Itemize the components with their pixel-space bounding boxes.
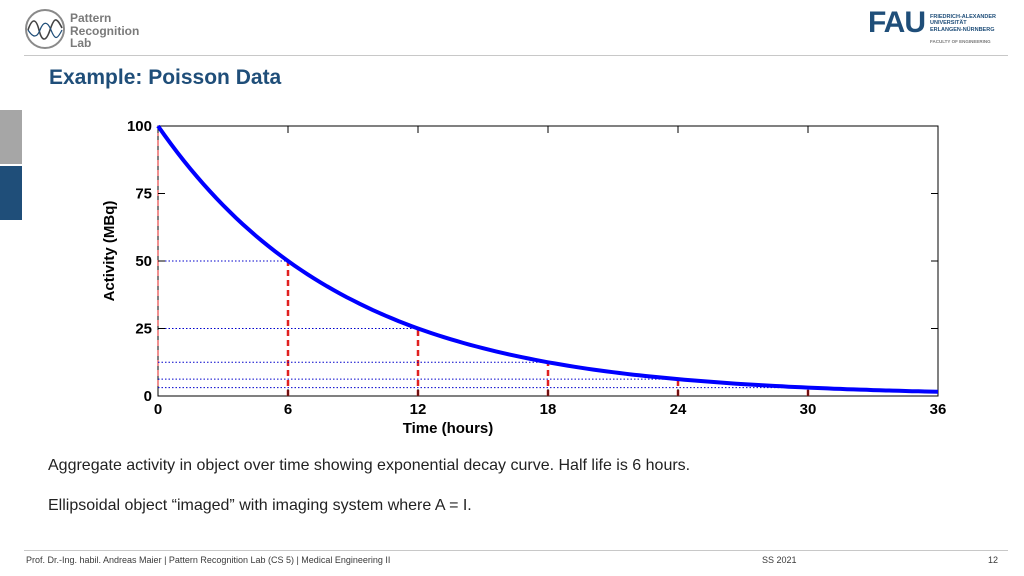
x-axis-label: Time (hours) [403, 420, 494, 437]
x-tick-label: 24 [670, 401, 687, 418]
footer-author: Prof. Dr.-Ing. habil. Andreas Maier | Pa… [26, 555, 391, 565]
fau-university-name: FRIEDRICH-ALEXANDER UNIVERSITÄT ERLANGEN… [930, 14, 1010, 33]
x-tick-label: 36 [930, 401, 947, 418]
lab-name: Pattern Recognition Lab [70, 12, 139, 50]
y-axis-label: Activity (MBq) [101, 201, 118, 302]
decay-curve [156, 124, 939, 394]
section-tab-inactive[interactable] [0, 110, 22, 164]
x-tick-label: 6 [284, 401, 292, 418]
bullet-text-2: Ellipsoidal object “imaged” with imaging… [48, 497, 472, 514]
y-tick-label: 75 [135, 186, 152, 203]
pattern-recognition-lab-logo-icon [25, 9, 65, 49]
fau-line3: ERLANGEN-NÜRNBERG [930, 26, 995, 33]
pattern-recognition-lab-logo: Pattern Recognition Lab [24, 8, 154, 52]
y-tick-label: 0 [144, 388, 152, 405]
lab-name-line2: Recognition [70, 23, 140, 38]
y-tick-label: 100 [127, 118, 152, 135]
section-tab-active[interactable] [0, 166, 22, 220]
footer-page-number: 12 [988, 555, 999, 565]
lab-name-line1: Pattern [70, 11, 112, 25]
x-tick-label: 30 [800, 401, 817, 418]
x-tick-label: 18 [540, 401, 557, 418]
slide-title: Example: Poisson Data [49, 66, 282, 89]
fau-logo: FAU FRIEDRICH-ALEXANDER UNIVERSITÄT ERLA… [868, 8, 1008, 48]
x-tick-label: 12 [410, 401, 427, 418]
y-tick-label: 25 [135, 321, 152, 338]
lab-name-line3: Lab [70, 36, 92, 50]
fau-mark: FAU [868, 6, 926, 39]
decay-chart: 0 6 12 18 24 30 36 0 25 50 75 100 Time (hours) Activi… [101, 118, 947, 437]
fau-line1: FRIEDRICH-ALEXANDER [930, 14, 996, 20]
y-tick-label: 50 [135, 253, 152, 270]
x-tick-label: 0 [154, 401, 162, 418]
footer-semester: SS 2021 [762, 555, 797, 565]
fau-faculty: FACULTY OF ENGINEERING [930, 39, 991, 44]
footer-divider [24, 550, 1008, 551]
header-divider [24, 55, 1008, 56]
bullet-text-1: Aggregate activity in object over time s… [48, 457, 691, 474]
fau-line2: UNIVERSITÄT [930, 20, 967, 27]
